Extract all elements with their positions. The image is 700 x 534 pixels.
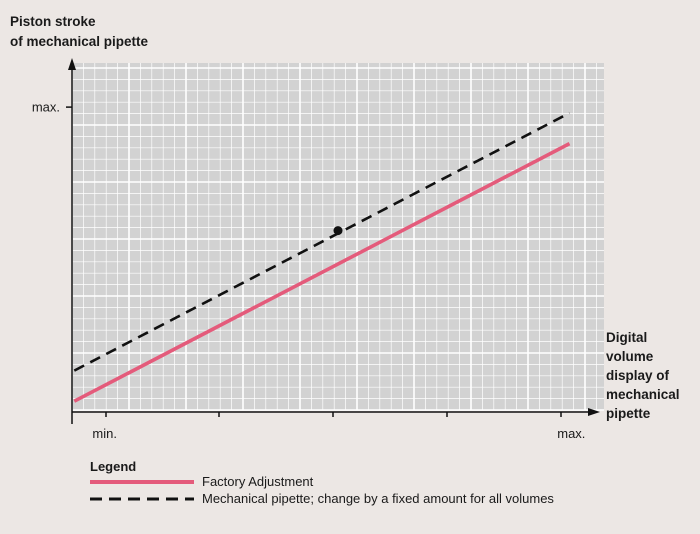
- legend-swatch-solid: [90, 479, 194, 484]
- x-axis-title-line: volume: [606, 349, 654, 364]
- x-axis-title-line: pipette: [606, 406, 651, 421]
- series-group: [73, 111, 571, 403]
- plot-area: [71, 63, 604, 411]
- series-line-factory-adjustment: [73, 142, 571, 403]
- x-axis-title-line: mechanical: [606, 387, 680, 402]
- series-line-mechanical-pipette: [73, 111, 571, 372]
- legend-item-mechanical-pipette: Mechanical pipette; change by a fixed am…: [90, 491, 554, 506]
- y-axis-arrow: [68, 58, 76, 70]
- legend-label: Factory Adjustment: [202, 474, 314, 489]
- axes: [68, 58, 600, 416]
- ticks: min. max. max.: [32, 100, 586, 441]
- y-tick-label: max.: [32, 100, 60, 115]
- legend-item-factory-adjustment: Factory Adjustment: [90, 474, 313, 489]
- x-tick-label: min.: [92, 426, 117, 441]
- legend-title: Legend: [90, 459, 137, 474]
- legend-swatch-dashed: [90, 497, 194, 500]
- y-axis-title-line: Piston stroke: [10, 14, 96, 29]
- grid: [71, 63, 604, 411]
- data-point: [333, 226, 343, 236]
- x-axis-title-line: display of: [606, 368, 670, 383]
- plot-background: [72, 63, 604, 410]
- x-axis-arrow: [588, 408, 600, 416]
- points-group: [333, 226, 343, 236]
- x-tick-label: max.: [557, 426, 585, 441]
- x-axis-title-line: Digital: [606, 330, 648, 345]
- y-axis-title-line: of mechanical pipette: [10, 34, 149, 49]
- legend-label: Mechanical pipette; change by a fixed am…: [202, 491, 554, 506]
- x-axis-title: Digital volume display of mechanical pip…: [606, 328, 680, 423]
- y-axis-title: Piston stroke of mechanical pipette: [10, 12, 148, 52]
